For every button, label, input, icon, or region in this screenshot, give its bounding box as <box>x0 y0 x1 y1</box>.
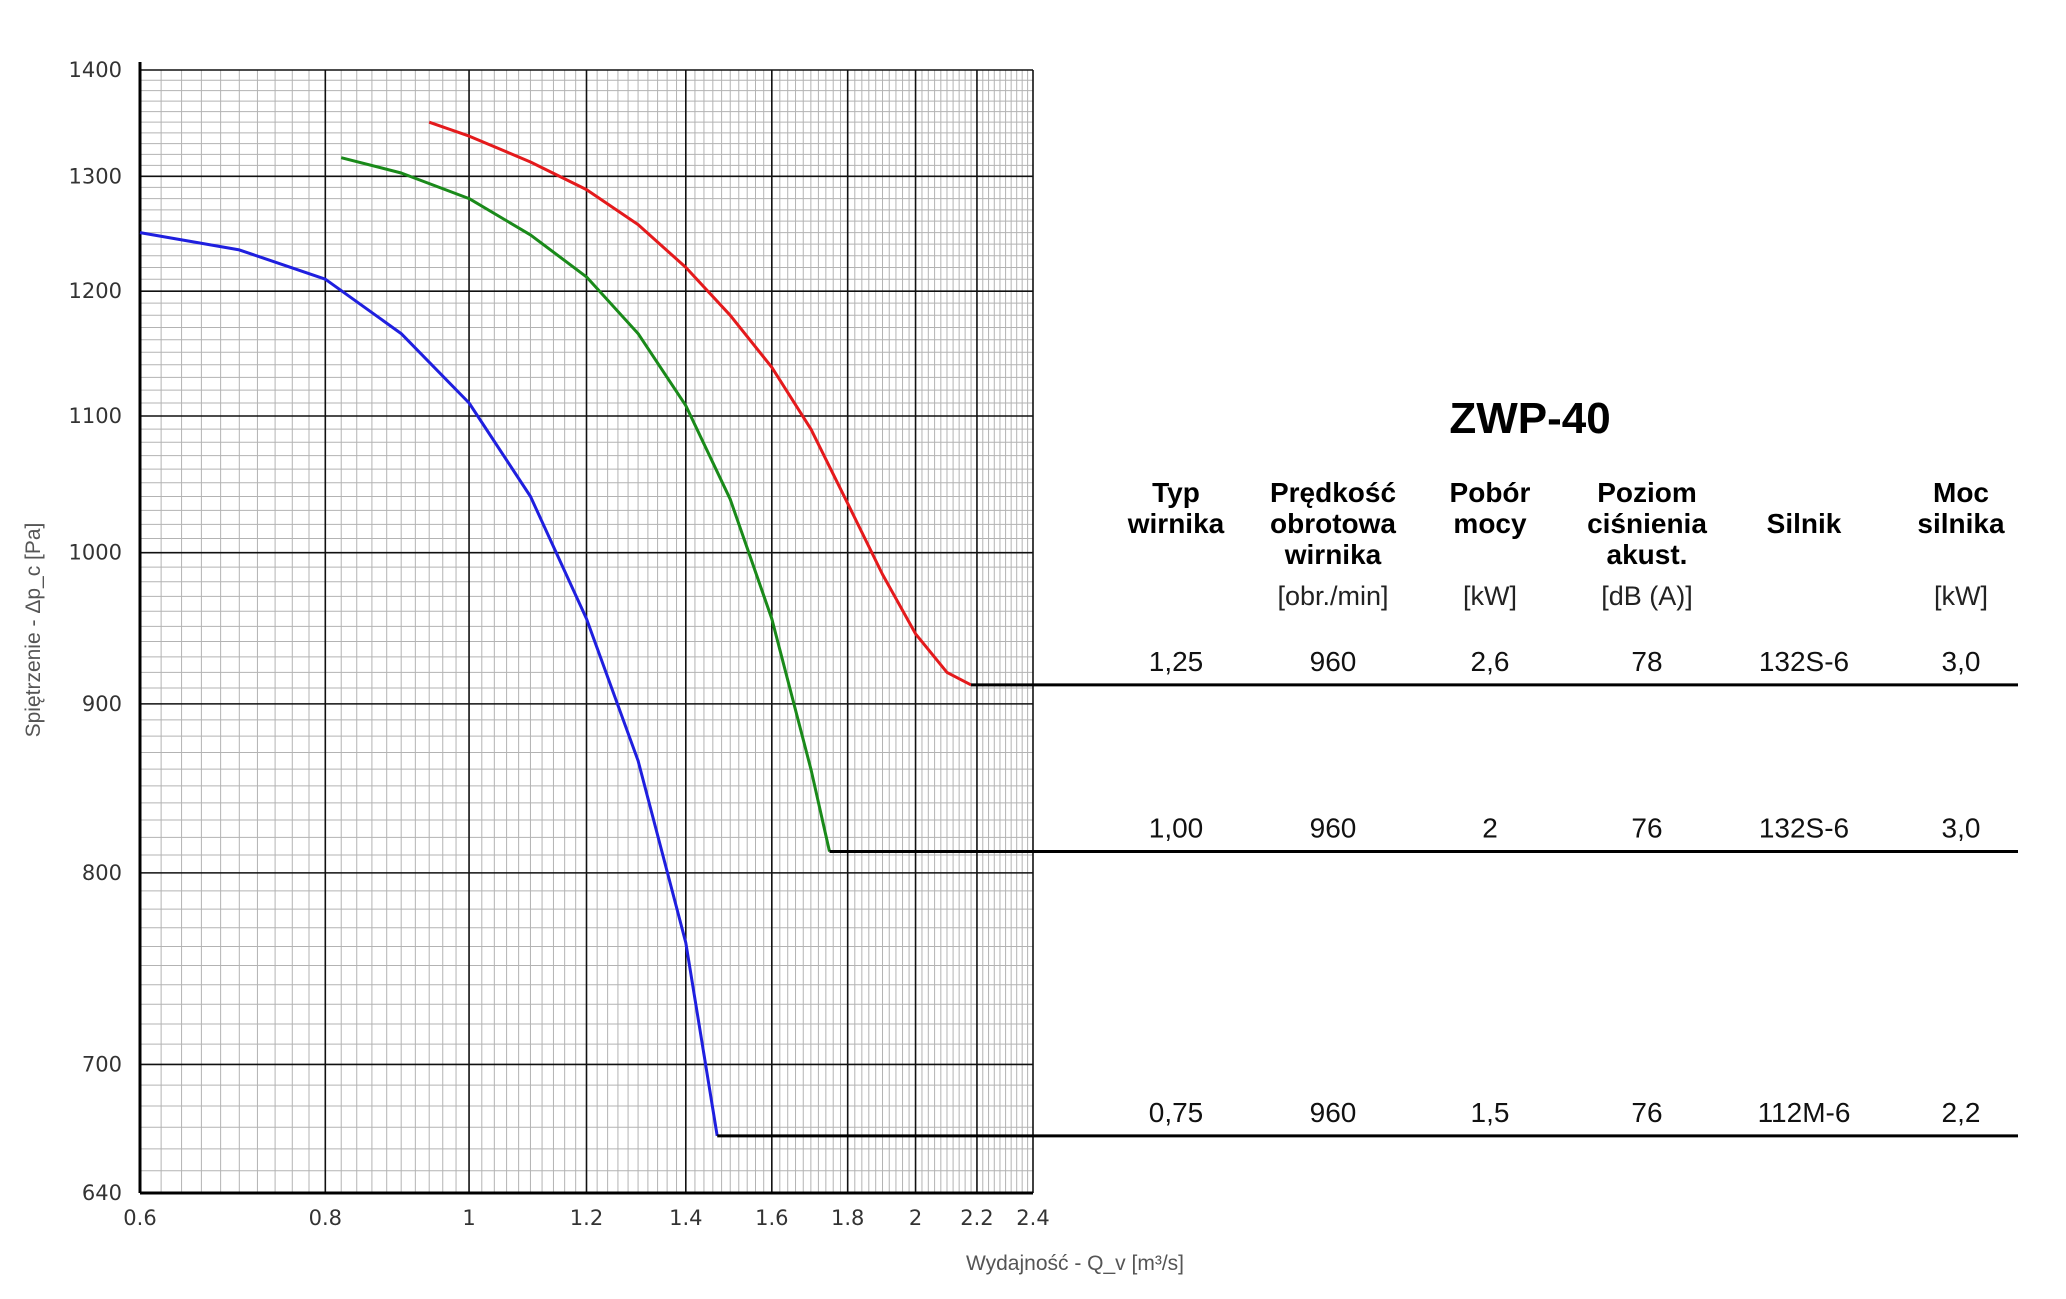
model-title: ZWP-40 <box>1449 394 1610 443</box>
x-tick-label: 0.6 <box>123 1206 156 1230</box>
table-cell: 76 <box>1631 1097 1662 1128</box>
table-cell: 960 <box>1310 1097 1357 1128</box>
table-unit-1: [obr./min] <box>1277 581 1388 611</box>
table-header-1: Prędkość <box>1270 477 1396 508</box>
table-cell: 2,6 <box>1471 646 1510 677</box>
x-tick-label: 0.8 <box>309 1206 342 1230</box>
table-unit-5: [kW] <box>1934 581 1988 611</box>
y-tick-label: 1300 <box>69 164 122 188</box>
y-tick-label: 1400 <box>69 58 122 82</box>
table-cell: 1,00 <box>1149 813 1204 844</box>
table-header-2: Pobór <box>1450 477 1531 508</box>
table-header-0: wirnika <box>1127 508 1225 539</box>
table-header-5: silnika <box>1917 508 2005 539</box>
table-cell: 132S-6 <box>1759 646 1849 677</box>
table-cell: 3,0 <box>1942 646 1981 677</box>
table-header-3: ciśnienia <box>1587 508 1707 539</box>
table-header-1: wirnika <box>1284 539 1382 570</box>
x-tick-label: 1.6 <box>755 1206 788 1230</box>
axes <box>138 62 1033 1195</box>
y-tick-label: 1100 <box>69 404 122 428</box>
table-unit-3: [dB (A)] <box>1601 581 1693 611</box>
y-tick-label: 700 <box>82 1052 122 1076</box>
table-header-2: mocy <box>1453 508 1527 539</box>
y-tick-label: 800 <box>82 861 122 885</box>
x-tick-labels: 0.6 0.8 1 1.2 1.4 1.6 1.8 2 2.2 2.4 <box>123 1206 1049 1230</box>
x-tick-label: 1.8 <box>831 1206 864 1230</box>
performance-curve-2 <box>139 231 719 1137</box>
x-tick-label: 2.4 <box>1016 1206 1049 1230</box>
y-tick-label: 1000 <box>69 541 122 565</box>
table-cell: 1,5 <box>1471 1097 1510 1128</box>
table-header-3: Poziom <box>1597 477 1697 508</box>
table-header-5: Moc <box>1933 477 1989 508</box>
performance-curve-0 <box>428 120 972 687</box>
table-units: [obr./min] [kW] [dB (A)] [kW] <box>1277 581 1988 611</box>
table-header-3: akust. <box>1607 539 1688 570</box>
table-unit-2: [kW] <box>1463 581 1517 611</box>
x-tick-label: 1 <box>462 1206 475 1230</box>
performance-curve-1 <box>340 156 831 852</box>
table-cell: 1,25 <box>1149 646 1204 677</box>
table-cell: 112M-6 <box>1758 1097 1851 1128</box>
y-axis-title: Spiętrzenie - Δp_c [Pa] <box>22 523 45 738</box>
table-header-0: Typ <box>1152 477 1200 508</box>
x-tick-label: 2 <box>909 1206 922 1230</box>
y-tick-label: 640 <box>82 1181 122 1205</box>
table-cell: 0,75 <box>1149 1097 1204 1128</box>
y-tick-labels: 640 700 800 900 1000 1100 1200 1300 1400 <box>69 58 122 1205</box>
x-tick-label: 1.2 <box>570 1206 603 1230</box>
table-rows: 1,25 960 2,6 78 132S-6 3,0 1,00 960 2 76 132S-6 3,0… <box>1149 646 1981 1128</box>
table-cell: 2,2 <box>1942 1097 1981 1128</box>
table-cell: 960 <box>1310 813 1357 844</box>
x-axis-title: Wydajność - Q_v [m³/s] <box>966 1252 1184 1275</box>
y-tick-label: 1200 <box>69 279 122 303</box>
table-cell: 76 <box>1631 813 1662 844</box>
table-header-1: obrotowa <box>1270 508 1396 539</box>
major-grid <box>139 69 1034 1194</box>
leader-lines <box>717 683 2018 1138</box>
x-tick-label: 2.2 <box>960 1206 993 1230</box>
table-cell: 2 <box>1482 813 1498 844</box>
table-cell: 132S-6 <box>1759 813 1849 844</box>
performance-curves <box>139 120 972 1137</box>
y-tick-label: 900 <box>82 692 122 716</box>
x-tick-label: 1.4 <box>669 1206 702 1230</box>
table-cell: 960 <box>1310 646 1357 677</box>
table-headers: TypwirnikaPrędkośćobrotowawirnikaPobórmo… <box>1127 477 2005 570</box>
table-cell: 3,0 <box>1942 813 1981 844</box>
table-header-4: Silnik <box>1767 508 1842 539</box>
table-cell: 78 <box>1631 646 1662 677</box>
